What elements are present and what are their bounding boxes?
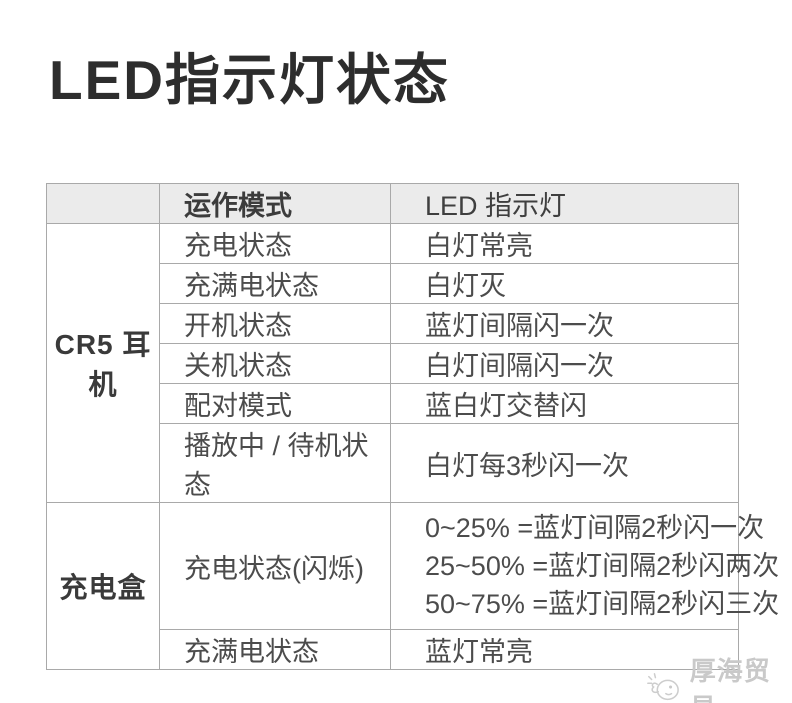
led-status-table: 运作模式 LED 指示灯 CR5 耳机 充电状态 白灯常亮 充满电状态 白灯灭 … (46, 183, 780, 670)
mode-cell: 充电状态(闪烁) (159, 502, 391, 630)
watermark-label: 厚海贸易 (689, 656, 771, 703)
led-line: 50~75% =蓝灯间隔2秒闪三次 (425, 589, 780, 619)
led-cell: 白灯常亮 (390, 223, 739, 264)
mode-cell: 充满电状态 (159, 629, 391, 670)
mode-cell: 开机状态 (159, 303, 391, 344)
header-device-cell (46, 183, 160, 224)
led-cell: 白灯灭 (390, 263, 739, 304)
mode-cell: 充满电状态 (159, 263, 391, 304)
device-cell-cr5: CR5 耳机 (46, 223, 160, 503)
led-cell: 白灯每3秒闪一次 (390, 423, 739, 503)
led-cell: 蓝灯常亮 (390, 629, 739, 670)
table-row: 充电盒 充电状态(闪烁) 0~25% =蓝灯间隔2秒闪一次 25~50% =蓝灯… (46, 502, 780, 670)
mode-cell: 充电状态 (159, 223, 391, 264)
led-cell: 白灯间隔闪一次 (390, 343, 739, 384)
header-mode-cell: 运作模式 (159, 183, 391, 224)
table-row: 配对模式 蓝白灯交替闪 (47, 383, 739, 424)
led-cell: 蓝灯间隔闪一次 (390, 303, 739, 344)
device-cell-case: 充电盒 (46, 502, 160, 670)
header-led-cell: LED 指示灯 (390, 183, 739, 224)
mode-cell: 配对模式 (159, 383, 391, 424)
led-line: 25~50% =蓝灯间隔2秒闪两次 (425, 551, 780, 581)
led-line: 0~25% =蓝灯间隔2秒闪一次 (425, 513, 765, 543)
seal-logo-icon (647, 673, 679, 701)
table-header-row: 运作模式 LED 指示灯 (46, 183, 739, 224)
table-row: CR5 耳机 充电状态 白灯常亮 (46, 223, 739, 503)
mode-cell: 关机状态 (159, 343, 391, 384)
mode-cell: 播放中 / 待机状态 (159, 423, 391, 503)
table-row: 关机状态 白灯间隔闪一次 (47, 343, 739, 384)
table-row: 充满电状态 蓝灯常亮 (47, 629, 739, 670)
led-cell-multiline: 0~25% =蓝灯间隔2秒闪一次 25~50% =蓝灯间隔2秒闪两次 50~75… (390, 502, 780, 630)
table-row: 播放中 / 待机状态 白灯每3秒闪一次 (47, 423, 739, 503)
table-row: 充满电状态 白灯灭 (47, 263, 739, 304)
led-cell: 蓝白灯交替闪 (390, 383, 739, 424)
page-title: LED指示灯状态 (49, 49, 451, 111)
watermark: 厚海贸易 (645, 651, 792, 703)
